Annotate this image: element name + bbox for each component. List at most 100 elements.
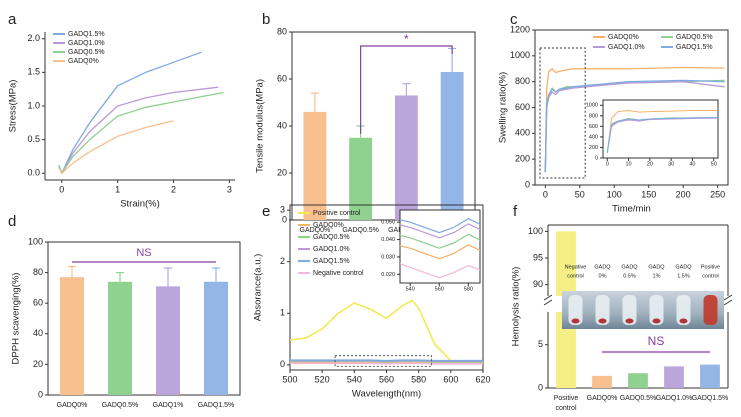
x-tick-label: 20 [647, 161, 653, 167]
x-tick-label: 200 [676, 189, 691, 199]
panel-label: d [8, 213, 16, 230]
y-tick-label: 95 [533, 252, 543, 262]
y-tick-label: 3 [280, 205, 285, 215]
y-tick-label: 1000 [586, 103, 598, 109]
x-tick-label: 600 [443, 374, 458, 384]
y-tick-label: 200 [515, 154, 530, 164]
photo-label: GADQ [621, 264, 638, 270]
plot-frame [47, 241, 241, 396]
zoom-box [539, 47, 586, 179]
clipped-group [290, 299, 483, 365]
y-tick-label: 0 [595, 155, 598, 161]
y-tick-label: 400 [589, 134, 598, 140]
bar [592, 375, 612, 388]
panel-label: f [513, 203, 518, 220]
line [544, 66, 725, 173]
y-tick-label: 100 [28, 236, 43, 246]
y-tick-label: 20 [277, 167, 287, 177]
error-bar [116, 272, 124, 282]
y-tick-label: 1200 [510, 24, 530, 34]
x-tick-label: 620 [475, 374, 490, 384]
photo-label: control [567, 273, 584, 279]
y-tick-label: 100 [528, 226, 543, 236]
bar [349, 137, 373, 220]
line [290, 362, 483, 365]
legend-label: GADQ1.0% [313, 246, 350, 253]
tube [649, 295, 664, 325]
x-tick-label: 50 [575, 189, 585, 199]
x-tick-label: 40 [689, 161, 695, 167]
x-tick-label: GADQ0% [57, 402, 88, 409]
x-tick-label: 50 [711, 161, 717, 167]
x-tick-label: GADQ0.5% [342, 227, 379, 234]
y-tick-label: 60 [277, 73, 287, 83]
error-bar [310, 92, 319, 112]
legend-label: GADQ1.5% [313, 258, 350, 265]
x-tick-label: 2 [171, 184, 176, 194]
x-tick-label: 0 [606, 161, 609, 167]
x-tick-label: 0 [59, 184, 64, 194]
y-tick-label: 2 [280, 256, 285, 266]
y-axis-label: DPPH scavenging(%) [11, 273, 22, 365]
bar [303, 111, 327, 220]
x-tick-label: 1 [115, 184, 120, 194]
y-tick-label: 0.050 [381, 220, 395, 226]
bar [440, 71, 464, 220]
inset-frame [399, 209, 481, 284]
x-tick-label: Positive [554, 395, 579, 402]
legend-label: Positive control [313, 210, 361, 217]
x-tick-label: GADQ1% [153, 402, 184, 409]
bar [108, 281, 132, 395]
y-tick-label: 1000 [510, 50, 530, 60]
x-tick-label: GADQ1.5% [198, 402, 235, 409]
significance-label: NS [648, 334, 665, 348]
photo [562, 291, 724, 329]
legend-label: GADQ0.5% [676, 34, 713, 41]
significance-label: * [404, 32, 409, 46]
bar [556, 231, 576, 388]
photo-label: Negative [565, 264, 587, 270]
y-tick-label: 0.020 [381, 272, 395, 278]
bar [60, 277, 84, 395]
clipped-group [58, 51, 224, 174]
x-tick-label: GADQ0% [300, 227, 331, 234]
tube [676, 295, 691, 325]
y-tick-label: 0.040 [381, 237, 395, 243]
x-tick-label: GADQ0% [587, 395, 618, 402]
y-tick-label: 40 [277, 120, 287, 130]
y-tick-label: 1.0 [27, 100, 40, 110]
y-axis-label: Hemolysis ratio(%) [511, 267, 522, 347]
axis-break [723, 294, 733, 306]
inset-line [606, 110, 718, 153]
line [58, 120, 174, 174]
legend-label: GADQ0.5% [313, 234, 350, 241]
inset-line [400, 218, 480, 234]
inset-line [400, 244, 480, 260]
panel-label: c [510, 11, 518, 28]
clipped-group [544, 66, 725, 173]
legend-label: GADQ1.5% [68, 31, 105, 38]
y-tick-label: 0 [538, 382, 543, 392]
photo-label: GADQ [648, 264, 665, 270]
y-tick-label: 0 [280, 359, 285, 369]
x-tick-label: GADQ0.5% [620, 395, 657, 402]
y-tick-label: 5 [538, 339, 543, 349]
bar [628, 373, 648, 388]
tube-pellet [598, 318, 607, 324]
tube-pellet [571, 318, 580, 324]
x-tick-label: 580 [411, 374, 426, 384]
legend-label: GADQ0% [608, 34, 639, 41]
tube-pellet [652, 318, 661, 324]
y-axis-label: Swelling ratio(%) [498, 72, 509, 143]
x-tick-label: GADQ1.0% [656, 395, 693, 402]
photo-label: 1% [653, 273, 661, 279]
y-tick-label: 0 [282, 214, 287, 224]
y-tick-label: 0.5 [27, 134, 40, 144]
x-tick-label: 560 [379, 374, 394, 384]
y-tick-label: 0 [38, 389, 43, 399]
y-tick-label: 800 [515, 76, 530, 86]
tube-pellet [679, 318, 688, 324]
error-bar [68, 265, 76, 278]
significance-label: NS [136, 247, 151, 259]
